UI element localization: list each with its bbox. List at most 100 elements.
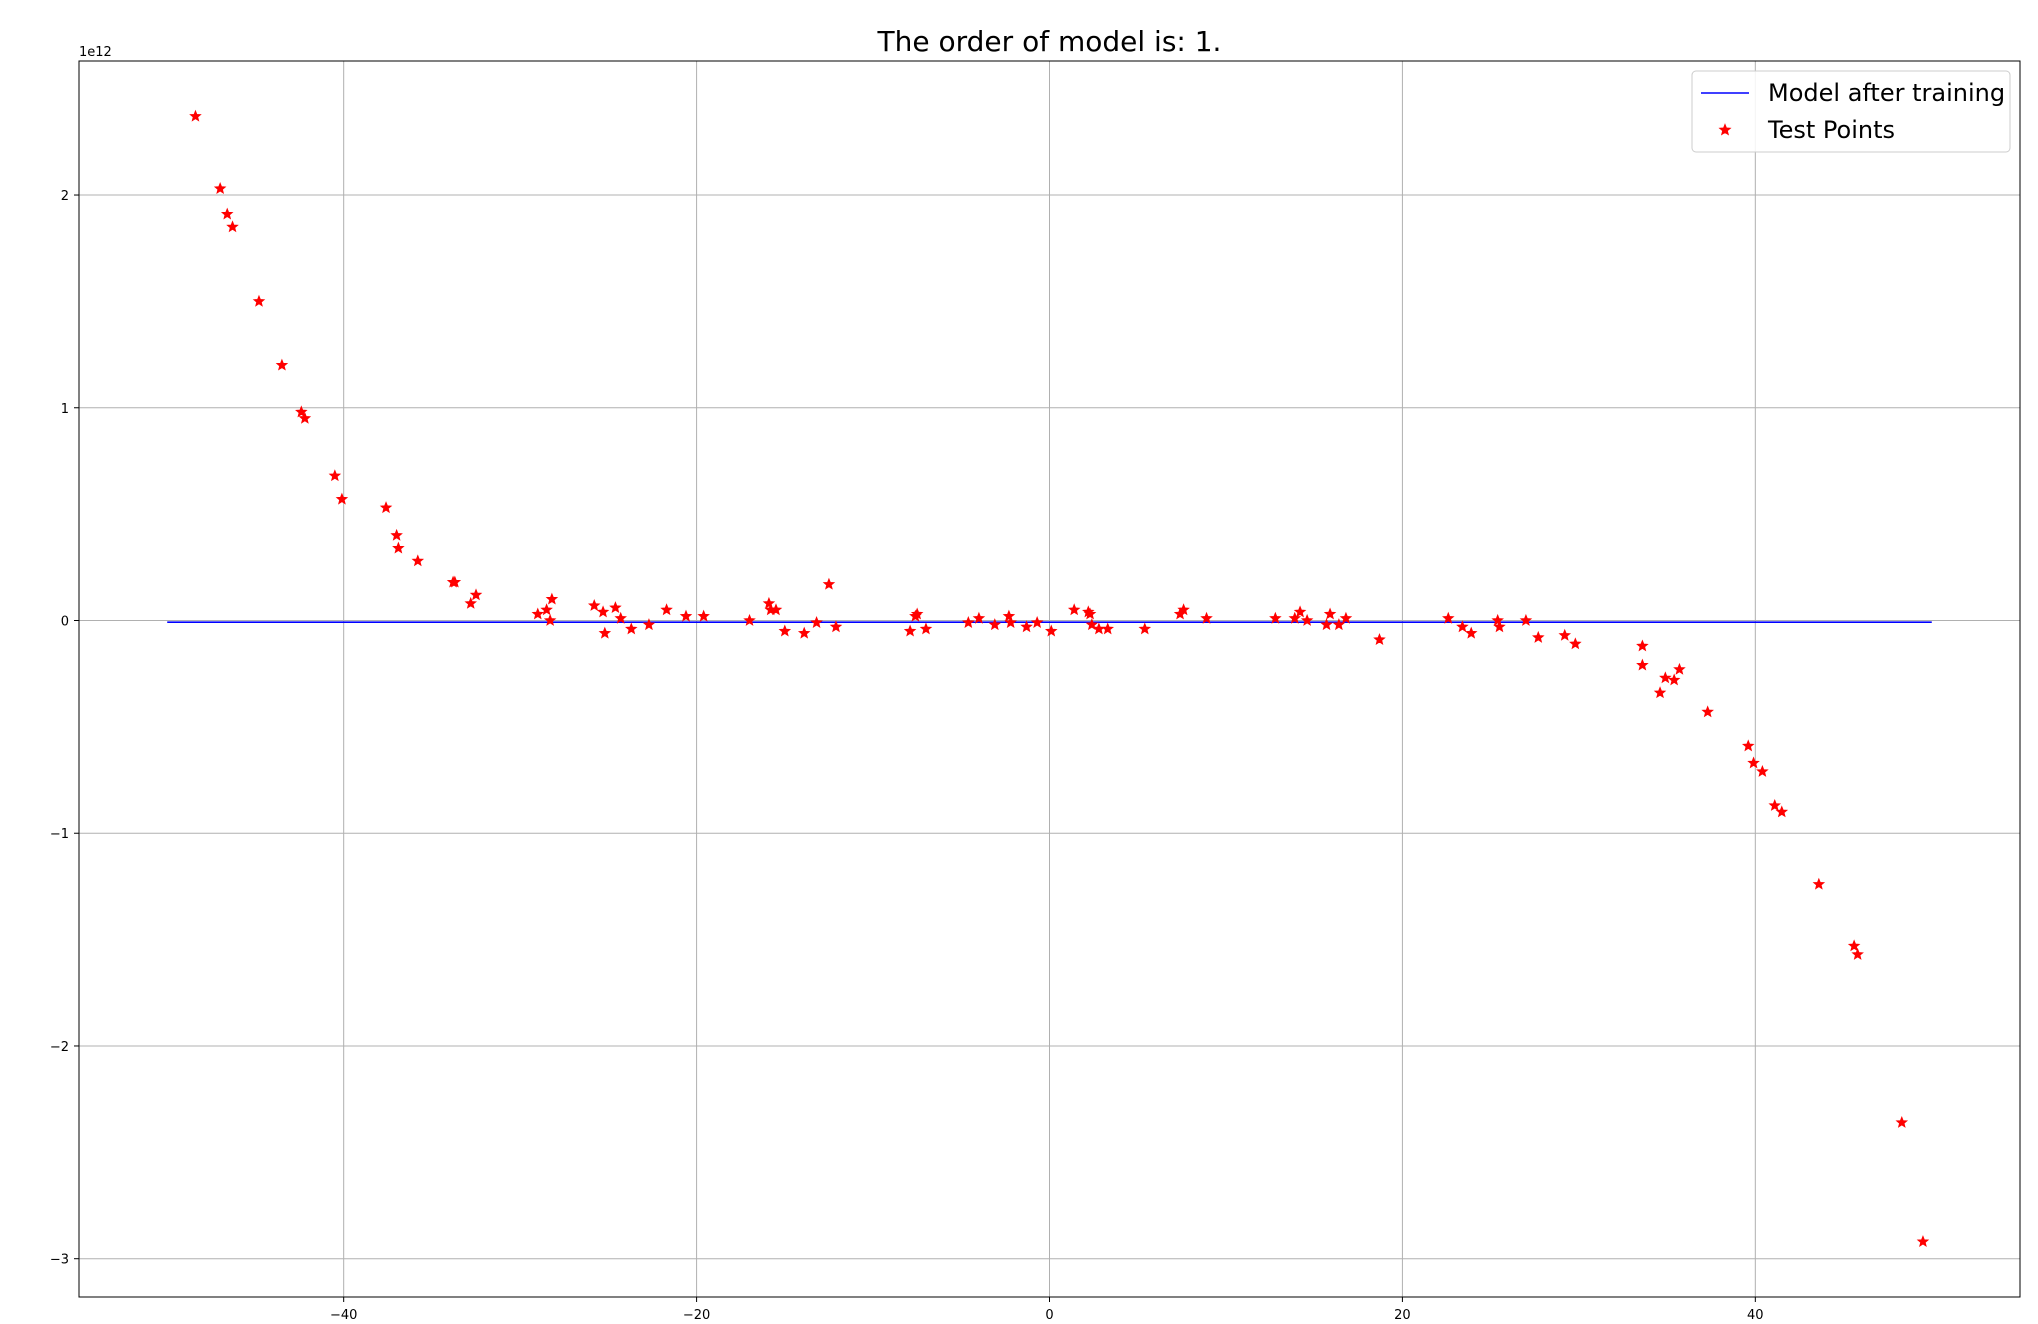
ticks: −40 −20 0 20 40 −3 −2 −1 0 1 2 xyxy=(50,189,1764,1323)
test-point xyxy=(797,626,811,639)
legend: Model after training Test Points xyxy=(1691,70,2011,153)
test-point xyxy=(328,469,342,482)
test-point xyxy=(1756,764,1769,777)
test-point xyxy=(587,599,601,611)
test-point xyxy=(962,616,975,628)
test-point xyxy=(642,618,656,631)
x-tick-label: −20 xyxy=(683,1308,710,1323)
test-point xyxy=(1701,705,1714,718)
test-point xyxy=(1491,613,1504,626)
test-point xyxy=(1373,633,1386,645)
test-point xyxy=(1288,611,1302,624)
test-point xyxy=(1558,628,1572,641)
test-point xyxy=(1004,616,1017,628)
test-point xyxy=(390,528,403,541)
test-point xyxy=(660,603,673,616)
test-point xyxy=(596,605,610,618)
y-offset-label: 1e12 xyxy=(79,45,112,60)
test-point xyxy=(540,603,553,616)
test-point xyxy=(1323,607,1337,620)
y-tick-label: 2 xyxy=(61,189,69,204)
test-point xyxy=(1747,756,1760,769)
test-point xyxy=(697,609,710,622)
test-point xyxy=(1847,939,1861,952)
test-point xyxy=(392,541,405,554)
test-point xyxy=(1020,620,1033,633)
series-layer xyxy=(167,109,1932,1248)
test-point xyxy=(464,596,477,609)
test-point xyxy=(1442,611,1455,624)
test-point xyxy=(762,596,776,609)
test-point xyxy=(1320,618,1333,631)
test-point xyxy=(1659,671,1672,684)
test-point xyxy=(829,620,843,633)
test-point xyxy=(189,109,202,122)
legend-label-points: Test Points xyxy=(1767,116,1895,144)
test-point xyxy=(679,609,693,622)
test-point xyxy=(226,220,239,233)
test-point xyxy=(295,405,308,418)
test-point xyxy=(778,624,792,637)
test-point xyxy=(903,624,917,637)
test-point xyxy=(543,613,557,626)
x-tick-label: 20 xyxy=(1394,1308,1411,1323)
test-point xyxy=(411,554,425,567)
test-point xyxy=(220,207,234,220)
test-point xyxy=(1519,613,1533,626)
test-point xyxy=(1667,673,1681,686)
test-point xyxy=(1768,798,1781,811)
test-point xyxy=(1085,618,1099,631)
test-point xyxy=(1044,624,1058,637)
test-point xyxy=(335,492,349,505)
test-point xyxy=(1002,609,1016,622)
test-point xyxy=(972,611,986,624)
test-point xyxy=(1300,613,1314,626)
test-point xyxy=(1138,622,1152,635)
test-point xyxy=(743,613,756,626)
test-point xyxy=(1812,877,1826,890)
test-point xyxy=(1895,1115,1909,1128)
test-point xyxy=(1916,1235,1930,1248)
test-point xyxy=(810,616,823,628)
test-point xyxy=(598,626,612,639)
test-point xyxy=(1741,739,1755,752)
chart-title: The order of model is: 1. xyxy=(877,25,1222,58)
test-point xyxy=(448,575,462,588)
test-point xyxy=(531,607,545,620)
test-point xyxy=(1269,611,1282,624)
test-point xyxy=(609,601,622,614)
test-point xyxy=(298,411,312,424)
test-point xyxy=(1673,662,1686,675)
test-point xyxy=(1636,658,1649,671)
test-point xyxy=(379,501,393,514)
x-tick-label: 0 xyxy=(1045,1308,1053,1323)
test-point xyxy=(988,618,1002,631)
legend-points-marker xyxy=(1718,123,1732,136)
x-tick-label: 40 xyxy=(1747,1308,1764,1323)
test-point xyxy=(213,182,227,194)
test-point xyxy=(1653,686,1667,699)
test-point xyxy=(769,603,783,616)
test-point xyxy=(1569,637,1582,650)
y-tick-label: −2 xyxy=(50,1040,69,1055)
y-tick-label: 0 xyxy=(61,614,69,629)
test-point xyxy=(252,294,266,307)
test-point xyxy=(469,588,483,601)
test-point xyxy=(614,611,627,624)
test-point xyxy=(1177,603,1190,616)
test-point xyxy=(910,607,924,620)
y-tick-label: −1 xyxy=(50,827,69,842)
test-point xyxy=(1851,947,1864,960)
test-point xyxy=(1493,620,1506,633)
test-point xyxy=(625,622,638,635)
grid xyxy=(79,61,2020,1297)
test-point xyxy=(1293,605,1307,618)
test-point xyxy=(1775,805,1789,818)
test-point xyxy=(545,592,559,605)
test-point xyxy=(919,622,933,635)
test-point xyxy=(1636,639,1649,652)
legend-label-model: Model after training xyxy=(1768,79,2005,107)
test-point xyxy=(1030,616,1044,628)
